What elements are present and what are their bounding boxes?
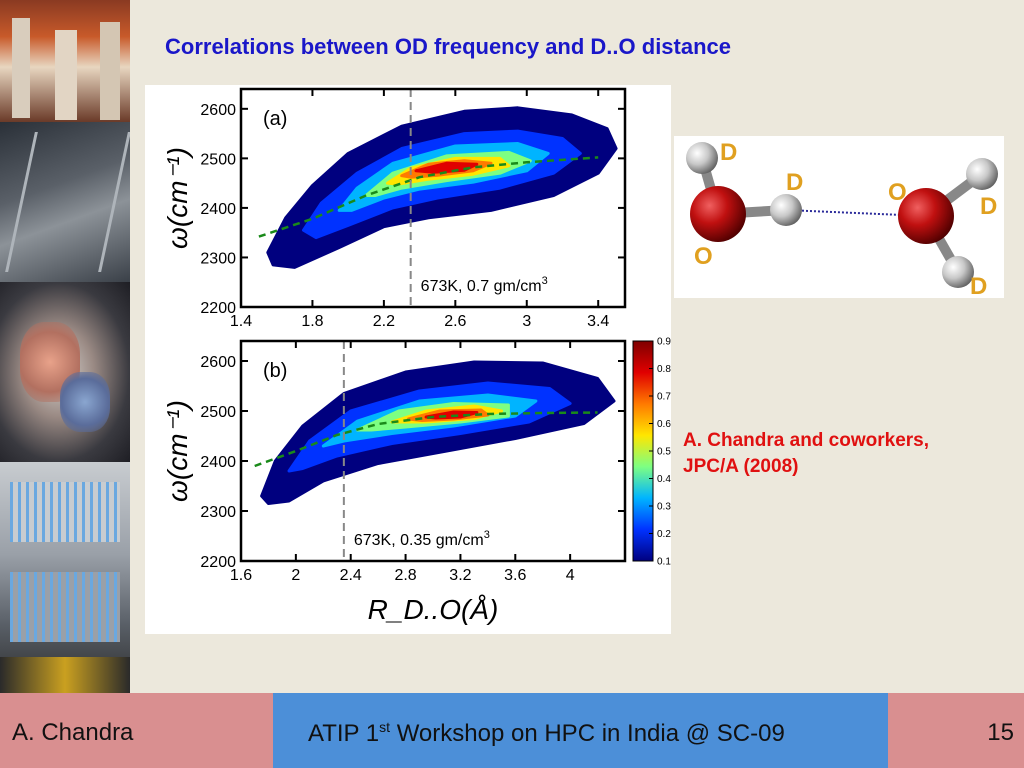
server-room-photo <box>0 0 130 122</box>
fit-line <box>254 411 598 468</box>
colorbar-tick-label: 0.1 <box>657 557 671 568</box>
oxygen-atom <box>690 186 746 242</box>
footer: A. Chandra ATIP 1st Workshop on HPC in I… <box>0 693 1024 768</box>
hallway-photo <box>0 122 130 282</box>
cluster-hardware-photo <box>0 462 130 693</box>
colorbar-tick-label: 0.5 <box>657 447 671 458</box>
citation-authors: A. Chandra and coworkers, <box>683 430 930 451</box>
plot-frame <box>239 339 627 563</box>
plot-frame <box>239 87 627 309</box>
colorbar-tick-label: 0.4 <box>657 474 671 485</box>
water-dimer-svg: D D O O D D <box>686 139 998 300</box>
x-tick-label: 3.6 <box>504 567 526 584</box>
protein-render-photo <box>0 282 130 462</box>
footer-right: 15 <box>888 693 1024 768</box>
page-number: 15 <box>987 719 1014 746</box>
footer-author: A. Chandra <box>12 719 134 746</box>
atom-label: D <box>786 169 803 196</box>
panel-label: (a) <box>263 108 287 130</box>
x-tick-label: 1.4 <box>230 313 252 330</box>
panel-b: 1.6 2 2.4 2.8 3.2 3.6 4 2200 2300 2400 2500 2600 (b)… <box>162 339 627 625</box>
contour-figure-svg: 1.4 1.8 2.2 2.6 3 3.4 2200 2300 2400 2500 2600 (a) 6… <box>162 87 671 625</box>
water-dimer-image: D D O O D D <box>674 136 1004 300</box>
left-photo-strip <box>0 0 130 693</box>
deuterium-atom <box>686 142 718 174</box>
x-tick-label: 2.8 <box>394 567 416 584</box>
oxygen-atom <box>898 188 954 244</box>
panel-label: (b) <box>263 360 287 382</box>
footer-event-sup: st <box>379 719 391 735</box>
footer-left: A. Chandra <box>0 693 273 768</box>
x-tick-label: 2 <box>291 567 300 584</box>
y-tick-label: 2500 <box>200 404 236 421</box>
colorbar-tick-label: 0.6 <box>657 419 671 430</box>
x-tick-label: 3.4 <box>587 313 609 330</box>
colorbar-tick-label: 0.2 <box>657 529 671 540</box>
panel-a: 1.4 1.8 2.2 2.6 3 3.4 2200 2300 2400 2500 2600 (a) 6… <box>162 87 627 330</box>
atom-label: D <box>970 273 987 298</box>
deuterium-atom <box>966 158 998 190</box>
condition-annotation: 673K, 0.7 gm/cm3 <box>421 275 548 295</box>
colorbar-tick-label: 0.7 <box>657 392 671 403</box>
x-tick-label: 3.2 <box>449 567 471 584</box>
deuterium-atom <box>770 194 802 226</box>
colorbar-tick-label: 0.9 <box>657 337 671 348</box>
y-tick-label: 2600 <box>200 102 236 119</box>
y-tick-label: 2400 <box>200 454 236 471</box>
footer-event: ATIP 1st Workshop on HPC in India @ SC-0… <box>308 719 785 748</box>
x-axis-label: R_D..O(Å) <box>368 594 499 625</box>
contour-figure: 1.4 1.8 2.2 2.6 3 3.4 2200 2300 2400 2500 2600 (a) 6… <box>145 85 671 634</box>
y-axis-label: ω(cm⁻¹) <box>162 400 193 502</box>
y-axis-label: ω(cm⁻¹) <box>162 147 193 249</box>
x-tick-label: 2.4 <box>340 567 362 584</box>
fit-line <box>258 156 599 238</box>
slide-title: Correlations between OD frequency and D.… <box>165 34 732 59</box>
atom-label: D <box>720 139 737 166</box>
x-tick-label: 4 <box>566 567 575 584</box>
y-tick-label: 2200 <box>200 300 236 317</box>
x-tick-label: 2.2 <box>373 313 395 330</box>
contour-level <box>414 161 479 174</box>
colorbar-tick-label: 0.3 <box>657 502 671 513</box>
y-tick-label: 2200 <box>200 554 236 571</box>
deuterium-atom <box>942 256 974 288</box>
footer-event-suffix: Workshop on HPC in India @ SC-09 <box>390 720 785 747</box>
atom-label: O <box>888 179 907 206</box>
x-tick-label: 2.6 <box>444 313 466 330</box>
footer-event-prefix: ATIP 1 <box>308 720 380 747</box>
x-tick-label: 1.8 <box>301 313 323 330</box>
colorbar: 0.9 0.8 0.7 0.6 0.5 0.4 0.3 0.2 0.1 <box>632 337 671 568</box>
y-tick-label: 2400 <box>200 201 236 218</box>
colorbar-tick-label: 0.8 <box>657 364 671 375</box>
citation: A. Chandra and coworkers, JPC/A (2008) <box>683 428 1018 480</box>
y-tick-label: 2300 <box>200 504 236 521</box>
condition-annotation: 673K, 0.35 gm/cm3 <box>354 529 490 549</box>
y-tick-label: 2600 <box>200 354 236 371</box>
citation-journal: JPC/A (2008) <box>683 456 799 477</box>
annotation-superscript: 3 <box>542 275 548 287</box>
atom-label: O <box>694 243 713 270</box>
y-tick-label: 2300 <box>200 250 236 267</box>
x-tick-label: 1.6 <box>230 567 252 584</box>
annotation-superscript: 3 <box>484 529 490 541</box>
atom-label: D <box>980 193 997 220</box>
x-tick-label: 3 <box>522 313 531 330</box>
footer-middle: ATIP 1st Workshop on HPC in India @ SC-0… <box>273 693 888 768</box>
y-tick-label: 2500 <box>200 151 236 168</box>
